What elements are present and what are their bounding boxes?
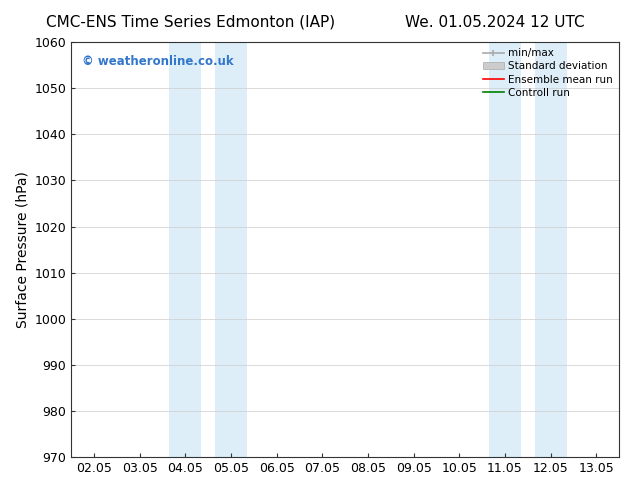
- Text: © weatheronline.co.uk: © weatheronline.co.uk: [82, 54, 234, 68]
- Bar: [169, 42, 202, 457]
- Legend: min/max, Standard deviation, Ensemble mean run, Controll run: min/max, Standard deviation, Ensemble me…: [479, 44, 617, 102]
- Text: CMC-ENS Time Series Edmonton (IAP): CMC-ENS Time Series Edmonton (IAP): [46, 15, 335, 30]
- Bar: [215, 42, 247, 457]
- Y-axis label: Surface Pressure (hPa): Surface Pressure (hPa): [15, 171, 29, 328]
- Text: We. 01.05.2024 12 UTC: We. 01.05.2024 12 UTC: [404, 15, 585, 30]
- Bar: [489, 42, 521, 457]
- Bar: [534, 42, 567, 457]
